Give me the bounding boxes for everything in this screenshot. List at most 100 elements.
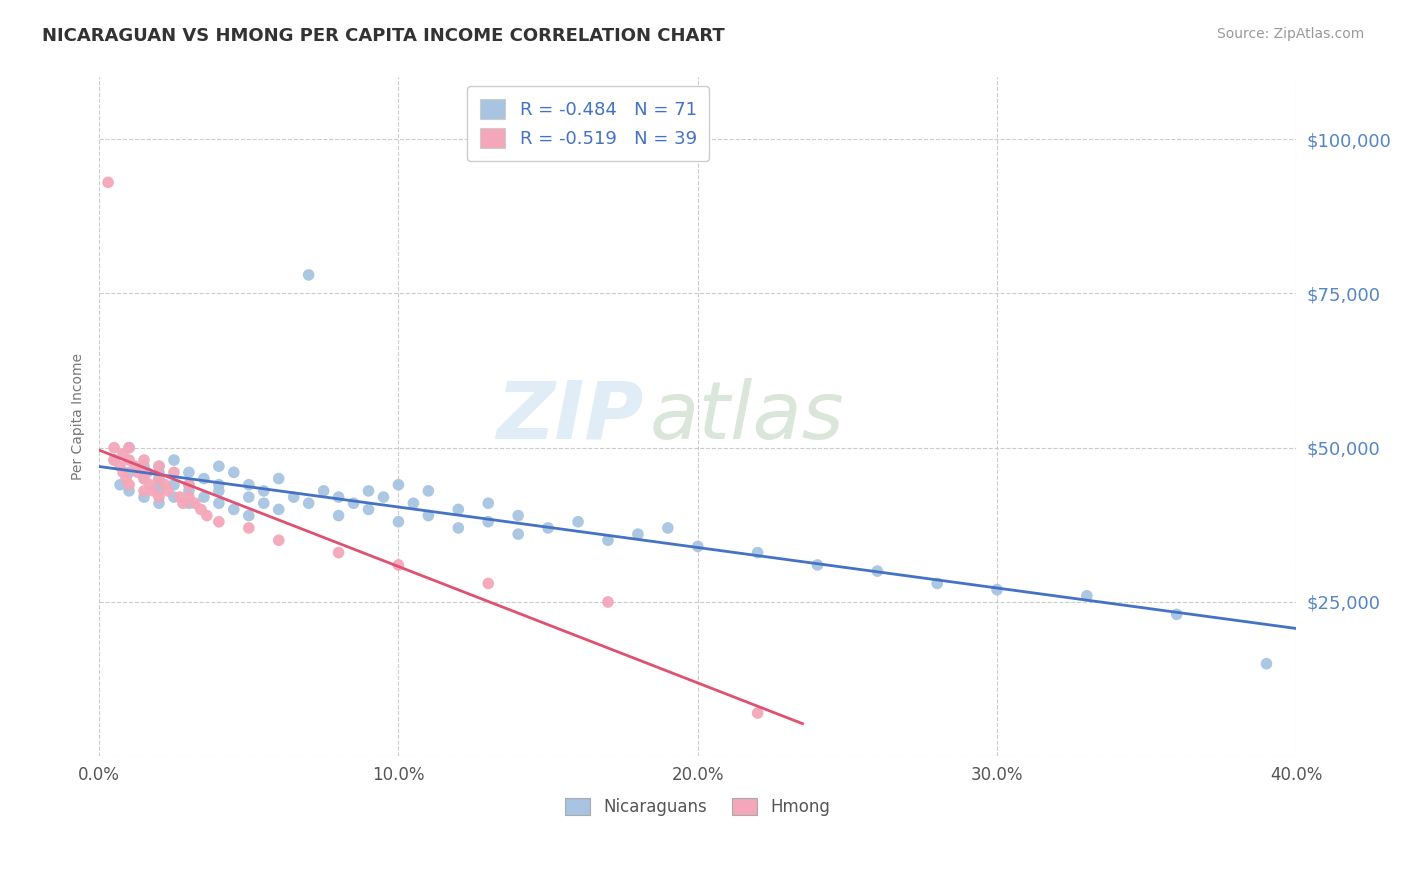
Point [747, 706, 769, 720]
Point [1256, 657, 1278, 671]
Point [447, 502, 470, 516]
Point [328, 546, 350, 560]
Point [627, 527, 650, 541]
Point [418, 483, 440, 498]
Point [208, 483, 231, 498]
Point [477, 576, 499, 591]
Point [387, 558, 409, 572]
Point [387, 515, 409, 529]
Point [298, 268, 321, 282]
Point [148, 472, 170, 486]
Point [148, 459, 170, 474]
Point [686, 540, 709, 554]
Point [596, 595, 619, 609]
Point [238, 508, 260, 523]
Point [267, 472, 290, 486]
Point [103, 441, 125, 455]
Point [328, 508, 350, 523]
Point [238, 521, 260, 535]
Point [132, 490, 155, 504]
Point [118, 483, 141, 498]
Point [132, 453, 155, 467]
Point [148, 466, 170, 480]
Point [103, 453, 125, 467]
Point [163, 477, 186, 491]
Point [866, 564, 889, 578]
Point [148, 459, 170, 474]
Point [222, 502, 245, 516]
Point [477, 496, 499, 510]
Point [357, 483, 380, 498]
Point [118, 466, 141, 480]
Point [298, 496, 321, 510]
Point [115, 472, 138, 486]
Point [208, 459, 231, 474]
Point [253, 483, 276, 498]
Point [177, 466, 200, 480]
Point [124, 459, 146, 474]
Point [596, 533, 619, 548]
Point [253, 496, 276, 510]
Point [806, 558, 828, 572]
Point [118, 477, 141, 491]
Point [238, 490, 260, 504]
Point [127, 466, 149, 480]
Point [657, 521, 679, 535]
Point [132, 459, 155, 474]
Point [447, 521, 470, 535]
Point [108, 477, 131, 491]
Point [184, 496, 207, 510]
Point [163, 490, 186, 504]
Point [153, 477, 176, 491]
Point [267, 502, 290, 516]
Text: ZIP: ZIP [496, 378, 644, 456]
Point [177, 483, 200, 498]
Point [208, 515, 231, 529]
Point [177, 496, 200, 510]
Point [112, 447, 135, 461]
Point [112, 466, 135, 480]
Point [139, 477, 162, 491]
Point [118, 441, 141, 455]
Point [238, 477, 260, 491]
Point [508, 527, 530, 541]
Point [169, 490, 191, 504]
Point [312, 483, 335, 498]
Point [190, 502, 212, 516]
Point [418, 508, 440, 523]
Point [177, 477, 200, 491]
Point [195, 508, 218, 523]
Point [177, 477, 200, 491]
Point [118, 453, 141, 467]
Point [193, 490, 215, 504]
Point [172, 496, 194, 510]
Point [163, 453, 186, 467]
Point [103, 453, 125, 467]
Point [148, 496, 170, 510]
Point [477, 515, 499, 529]
Point [357, 502, 380, 516]
Point [132, 472, 155, 486]
Point [387, 477, 409, 491]
Point [118, 441, 141, 455]
Point [148, 490, 170, 504]
Point [508, 508, 530, 523]
Y-axis label: Per Capita Income: Per Capita Income [72, 353, 86, 481]
Point [208, 477, 231, 491]
Text: NICARAGUAN VS HMONG PER CAPITA INCOME CORRELATION CHART: NICARAGUAN VS HMONG PER CAPITA INCOME CO… [42, 27, 725, 45]
Point [1166, 607, 1188, 622]
Point [163, 466, 186, 480]
Point [148, 472, 170, 486]
Point [108, 459, 131, 474]
Point [567, 515, 589, 529]
Point [142, 483, 165, 498]
Legend: Nicaraguans, Hmong: Nicaraguans, Hmong [558, 791, 837, 822]
Point [208, 496, 231, 510]
Point [267, 533, 290, 548]
Text: Source: ZipAtlas.com: Source: ZipAtlas.com [1216, 27, 1364, 41]
Point [97, 175, 120, 189]
Text: atlas: atlas [650, 378, 845, 456]
Point [132, 472, 155, 486]
Point [177, 490, 200, 504]
Point [342, 496, 364, 510]
